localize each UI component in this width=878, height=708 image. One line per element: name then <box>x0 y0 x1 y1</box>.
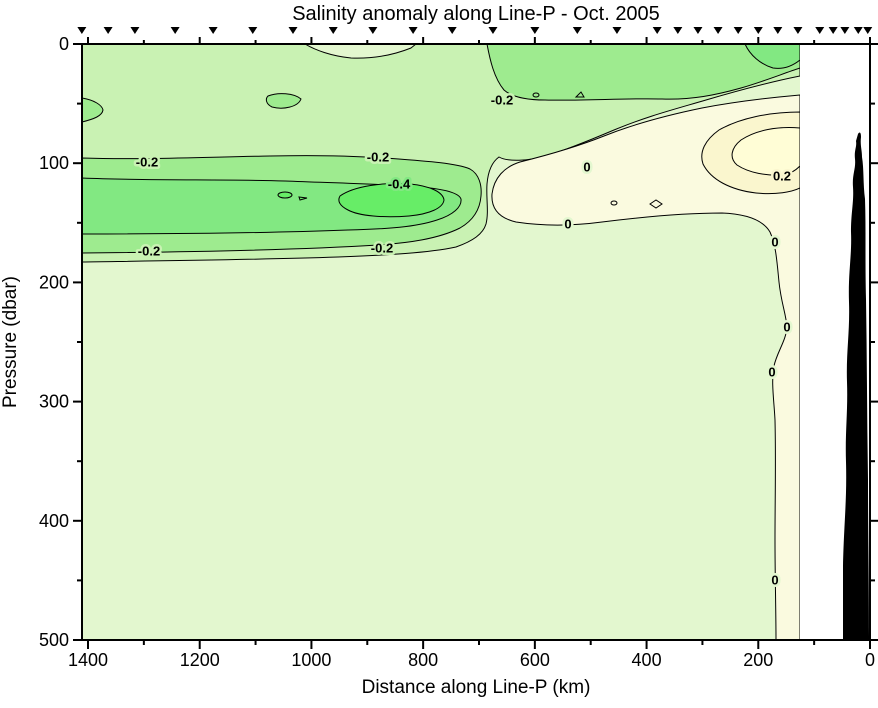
contour-value-label: 0 <box>771 235 778 250</box>
station-marker-icon <box>793 27 803 34</box>
station-marker-icon <box>840 27 850 34</box>
station-marker-icon <box>853 27 863 34</box>
contour-value-label: -0.2 <box>138 244 160 259</box>
contour-value-label: -0.2 <box>371 241 393 256</box>
contour-band-band-neg04-speck1 <box>277 191 293 199</box>
station-marker-icon <box>208 27 218 34</box>
x-axis-label: Distance along Line-P (km) <box>362 677 591 698</box>
y-tick-label: 100 <box>39 153 69 173</box>
station-marker-icon <box>408 27 418 34</box>
contour-value-label: 0 <box>783 320 790 335</box>
contour-value-label: 0 <box>768 365 775 380</box>
station-marker-icon <box>77 27 87 34</box>
x-tick-label: 1000 <box>291 650 331 670</box>
station-marker-icon <box>572 27 582 34</box>
contour-band-band-neg02-surface <box>486 44 800 101</box>
contour-value-label: 0 <box>583 160 590 175</box>
station-marker-icon <box>713 27 723 34</box>
station-marker-icon <box>673 27 683 34</box>
x-tick-label: 400 <box>632 650 662 670</box>
y-tick-label: 500 <box>39 630 69 650</box>
y-axis-label: Pressure (dbar) <box>0 276 21 408</box>
contour-label-layer: -0.2 -0.2 -0.4 -0.2 -0.2 -0.2 0 0 0.2 0 0 0 0 <box>133 90 793 590</box>
x-tick-label: 1200 <box>180 650 220 670</box>
contour-band-band-neg02-small-lens <box>265 93 302 109</box>
contour-band-band-pos01-speck-dot <box>610 200 618 206</box>
x-tick-label: 200 <box>743 650 773 670</box>
station-marker-icon <box>103 27 113 34</box>
x-tick-label: 600 <box>520 650 550 670</box>
contour-band-band-neg03-corner <box>744 44 800 69</box>
x-tick-label: 0 <box>865 650 875 670</box>
station-marker-icon <box>773 27 783 34</box>
contour-band-band-pos01-speck-diamond <box>649 199 663 209</box>
contour-band-surface-speck-dot <box>532 92 540 98</box>
y-tick-label: 300 <box>39 392 69 412</box>
station-marker-icon <box>733 27 743 34</box>
contour-band-surface-pocket-zero <box>304 44 417 59</box>
contour-band-band-neg04-speck2 <box>298 196 308 201</box>
station-marker-row <box>77 27 873 34</box>
contour-band-band-pos03-oval <box>731 127 800 176</box>
station-marker-icon <box>612 27 622 34</box>
plot-border <box>81 43 871 641</box>
station-marker-icon <box>652 27 662 34</box>
station-marker-icon <box>248 27 258 34</box>
chart-title: Salinity anomaly along Line-P - Oct. 200… <box>292 3 660 25</box>
station-marker-icon <box>368 27 378 34</box>
x-tick-label: 800 <box>408 650 438 670</box>
contour-band-band-neg02-west-lens <box>82 97 104 123</box>
station-marker-icon <box>288 27 298 34</box>
tick-labels: 1400 1200 1000 800 600 400 200 0 0 100 200 300 400 50… <box>39 34 875 670</box>
station-marker-icon <box>328 27 338 34</box>
contour-band-band-neg04-oval <box>338 183 445 218</box>
station-marker-icon <box>530 27 540 34</box>
contour-value-label: -0.2 <box>491 93 513 108</box>
contour-fill-layer <box>82 44 800 640</box>
contour-value-label: -0.2 <box>136 155 158 170</box>
contour-band-surface-speck-tri <box>574 91 585 98</box>
station-marker-icon <box>693 27 703 34</box>
station-marker-icon <box>170 27 180 34</box>
contour-value-label: -0.4 <box>388 177 411 192</box>
station-marker-icon <box>863 27 873 34</box>
station-marker-icon <box>130 27 140 34</box>
station-marker-icon <box>753 27 763 34</box>
bathymetry-silhouette <box>843 132 869 641</box>
station-marker-icon <box>447 27 457 34</box>
contour-value-label: 0 <box>771 573 778 588</box>
contour-value-label: -0.2 <box>367 150 389 165</box>
y-tick-label: 200 <box>39 272 69 292</box>
station-marker-icon <box>828 27 838 34</box>
y-tick-label: 400 <box>39 511 69 531</box>
station-marker-icon <box>488 27 498 34</box>
contour-value-label: 0.2 <box>773 169 791 184</box>
y-tick-label: 0 <box>59 34 69 54</box>
contour-value-label: 0 <box>564 217 571 232</box>
station-marker-icon <box>815 27 825 34</box>
x-tick-label: 1400 <box>68 650 108 670</box>
